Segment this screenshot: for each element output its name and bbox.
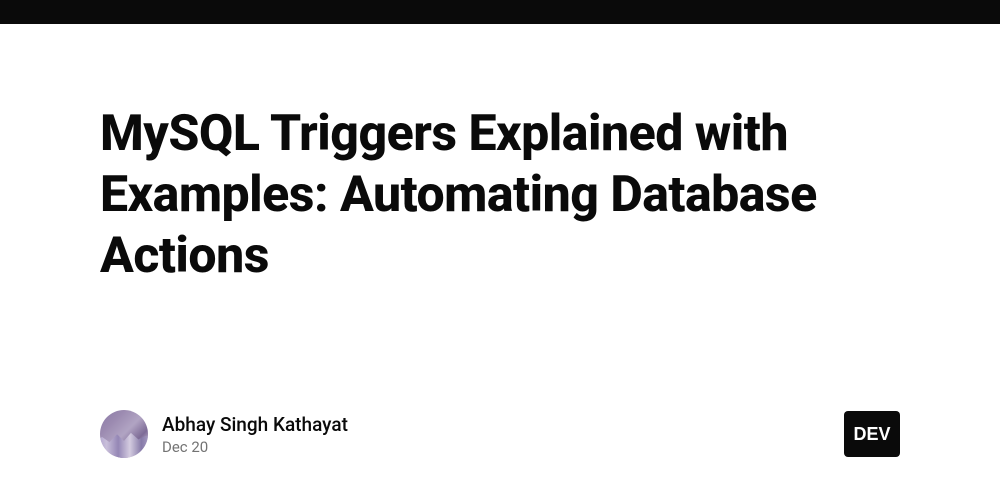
dev-badge-text: DEV [853, 424, 890, 445]
author-avatar[interactable] [100, 410, 148, 458]
author-name[interactable]: Abhay Singh Kathayat [162, 413, 348, 436]
article-footer: Abhay Singh Kathayat Dec 20 DEV [100, 410, 900, 458]
top-bar [0, 0, 1000, 24]
article-title: MySQL Triggers Explained with Examples: … [100, 104, 900, 287]
post-date: Dec 20 [162, 438, 348, 456]
dev-badge[interactable]: DEV [844, 411, 900, 457]
author-info: Abhay Singh Kathayat Dec 20 [162, 413, 348, 456]
article-content: MySQL Triggers Explained with Examples: … [0, 24, 1000, 287]
author-block[interactable]: Abhay Singh Kathayat Dec 20 [100, 410, 348, 458]
